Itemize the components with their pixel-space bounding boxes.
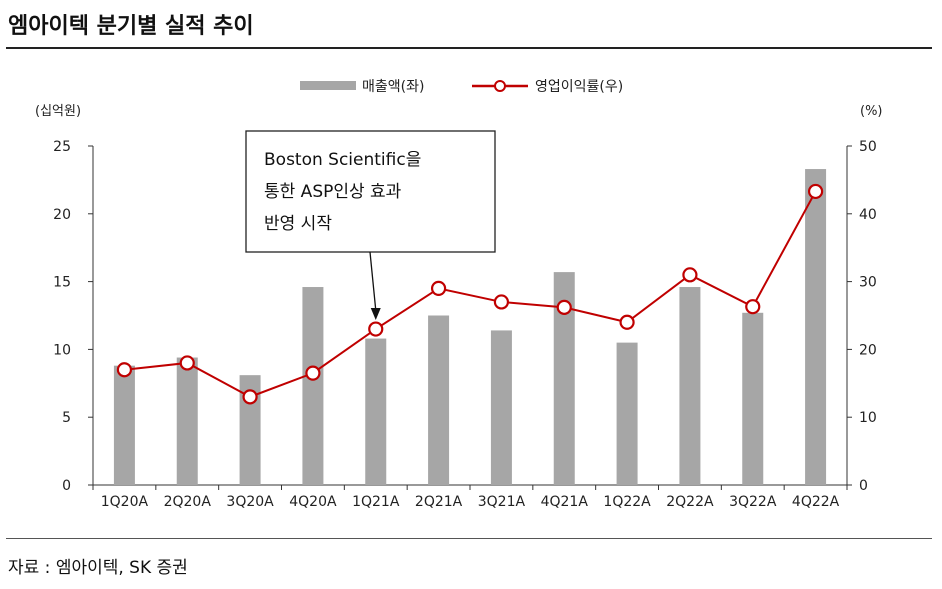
legend-swatch-bar [300, 81, 356, 90]
left-tick-label: 5 [62, 410, 71, 426]
line-series [116, 183, 824, 405]
line-point [242, 389, 258, 405]
line-point [619, 314, 635, 330]
chart-title: 엠아이텍 분기별 실적 추이 [8, 14, 254, 39]
right-tick-label: 10 [859, 410, 877, 426]
line-point [430, 280, 447, 296]
x-tick-label: 4Q21A [541, 494, 589, 510]
right-tick-label: 0 [859, 478, 868, 494]
right-tick-label: 40 [859, 207, 877, 223]
left-tick-label: 15 [53, 275, 71, 291]
x-tick-label: 3Q21A [478, 494, 526, 510]
legend-swatch-marker [494, 80, 506, 92]
x-tick-label: 2Q21A [415, 494, 463, 510]
axes [88, 145, 852, 490]
x-tick-label: 4Q20A [289, 494, 337, 510]
bar [176, 357, 198, 485]
callout-arrow-head [370, 308, 381, 321]
callout-arrow-line [369, 251, 377, 311]
axis-labels: 0 5 10 15 20 25 0 10 20 30 40 50 1Q20A 2Q20A 3Q20A 4Q20… [35, 104, 883, 510]
line-point [493, 294, 510, 310]
x-tick-label: 1Q20A [101, 494, 149, 510]
line-point [556, 299, 572, 315]
right-axis-unit: (%) [860, 104, 883, 119]
bar [742, 312, 764, 485]
legend-label-line: 영업이익률(우) [535, 79, 623, 95]
right-tick-label: 50 [859, 139, 877, 155]
bar [616, 342, 638, 485]
x-tick-label: 3Q22A [729, 494, 777, 510]
line-point [116, 362, 133, 378]
bar [805, 169, 827, 485]
callout-text-line: Boston Scientific을 [264, 150, 421, 170]
title-divider [6, 47, 932, 49]
left-axis-unit: (십억원) [35, 104, 81, 119]
callout-text-line: 통한 ASP인상 효과 [264, 182, 402, 202]
source-divider [6, 538, 932, 539]
x-tick-label: 1Q21A [352, 494, 400, 510]
source-note: 자료 : 엠아이텍, SK 증권 [8, 558, 188, 578]
line-point [305, 365, 321, 381]
bar [490, 330, 512, 485]
left-tick-label: 25 [53, 139, 71, 155]
x-tick-label: 2Q20A [164, 494, 212, 510]
x-tick-label: 2Q22A [666, 494, 714, 510]
left-tick-label: 20 [53, 207, 71, 223]
bar [365, 338, 387, 485]
x-tick-label: 4Q22A [792, 494, 840, 510]
line-point [807, 183, 824, 200]
callout-box [245, 130, 496, 253]
bar [553, 272, 575, 485]
line-point [745, 299, 761, 315]
callout-text-line: 반영 시작 [264, 214, 332, 234]
legend-label-bar: 매출액(좌) [362, 79, 424, 95]
bar [679, 287, 701, 485]
right-tick-label: 20 [859, 342, 877, 358]
left-tick-label: 10 [53, 342, 71, 358]
chart: 0 5 10 15 20 25 0 10 20 30 40 50 1Q20A 2Q20A 3Q20A 4Q20… [35, 79, 883, 510]
bar [428, 315, 450, 485]
line-point [682, 267, 698, 283]
bar-series [113, 169, 827, 485]
bar [302, 287, 324, 485]
line-point [179, 355, 195, 371]
left-tick-label: 0 [62, 478, 71, 494]
x-tick-label: 3Q20A [226, 494, 274, 510]
line-point [368, 321, 384, 337]
bar [113, 365, 135, 485]
legend: 매출액(좌) 영업이익률(우) [300, 79, 623, 95]
line-path [124, 190, 817, 398]
right-tick-label: 30 [859, 275, 877, 291]
bar [239, 375, 261, 485]
x-tick-label: 1Q22A [603, 494, 651, 510]
